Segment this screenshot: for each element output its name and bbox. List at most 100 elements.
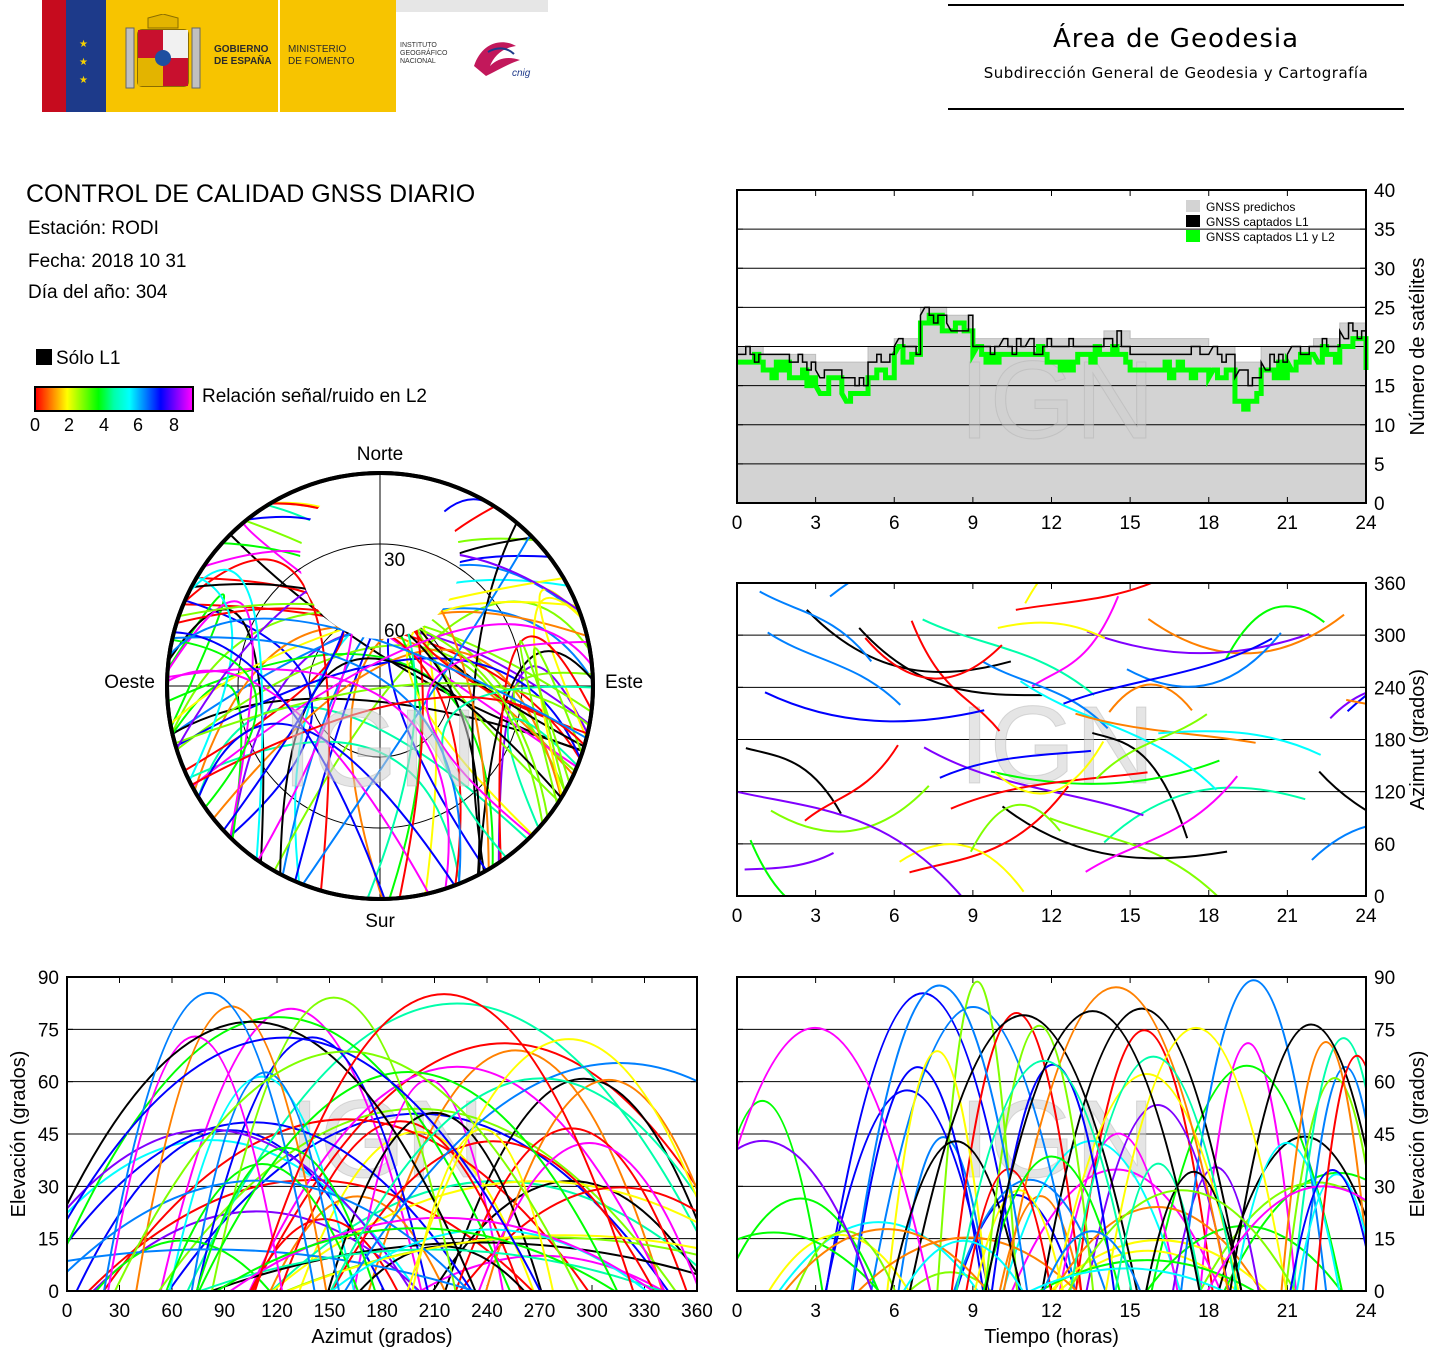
area-subtitle: Subdirección General de Geodesia y Carto… xyxy=(983,64,1369,82)
y-tick-label: 60 xyxy=(1374,835,1395,856)
x-tick-label: 24 xyxy=(1355,513,1377,534)
elevation-track xyxy=(411,1128,554,1291)
azimuth-track xyxy=(1158,730,1322,756)
azimuth-track xyxy=(745,747,842,815)
azimuth-track xyxy=(997,621,1106,640)
satellite-track xyxy=(279,657,563,875)
elevation-track xyxy=(329,1077,697,1291)
azimuth-track xyxy=(744,852,835,871)
y-tick-label: 10 xyxy=(1374,416,1395,437)
y-tick-label: 60 xyxy=(1374,1073,1395,1094)
coat-of-arms-icon xyxy=(125,14,201,89)
x-tick-label: 21 xyxy=(1277,1301,1298,1322)
elevation-track xyxy=(1206,1185,1366,1291)
x-tick-label: 21 xyxy=(1277,906,1298,927)
x-tick-label: 18 xyxy=(1198,906,1219,927)
north-label: Norte xyxy=(357,444,403,465)
elevation-track xyxy=(367,1049,664,1291)
satellite-track xyxy=(441,685,592,859)
cnig-logo-text: cnig xyxy=(512,68,531,79)
elevation-track xyxy=(1067,1189,1296,1291)
elevation-track xyxy=(331,1228,648,1291)
elevation-track xyxy=(1314,1054,1366,1291)
azimuth-track xyxy=(1086,630,1310,655)
elevation-track xyxy=(67,1179,470,1291)
x-tick-label: 21 xyxy=(1277,513,1298,534)
elevation-track xyxy=(1058,1132,1179,1291)
eu-star-icon: ★ xyxy=(79,75,88,86)
azimuth-track xyxy=(737,791,963,896)
x-tick-label: 12 xyxy=(1041,906,1062,927)
eu-star-icon: ★ xyxy=(79,39,88,50)
x-tick-label: 300 xyxy=(576,1301,608,1322)
satellite-track xyxy=(187,568,264,860)
azimuth-track xyxy=(770,785,930,833)
satellite-track xyxy=(168,617,588,739)
flag-red-stripe xyxy=(42,0,66,112)
y-tick-label: 0 xyxy=(1374,494,1385,515)
elevation-track xyxy=(477,1142,697,1291)
elevation-track xyxy=(984,1010,1201,1291)
elevation-track xyxy=(114,1050,580,1291)
azimuth-track xyxy=(1075,712,1256,744)
skyplot-horizon xyxy=(165,471,595,901)
elevation-track xyxy=(737,1027,932,1291)
series-l1-line xyxy=(737,306,1367,387)
y-tick-label: 30 xyxy=(1374,1177,1395,1198)
legend-swatch xyxy=(1186,200,1200,212)
elevation-track xyxy=(1292,1037,1366,1291)
elevation-track xyxy=(851,1066,985,1291)
legend-l1-label: Sólo L1 xyxy=(56,348,121,369)
satellite-track xyxy=(176,644,544,824)
date-label: Fecha: 2018 10 31 xyxy=(28,251,187,272)
azimuth-track xyxy=(1329,691,1366,720)
y-tick-label: 0 xyxy=(48,1282,59,1303)
satellite-track xyxy=(294,578,569,884)
satellite-track xyxy=(221,542,422,898)
elevation-track xyxy=(199,1248,662,1291)
elevation-track xyxy=(768,1234,910,1291)
elevation-track xyxy=(737,1099,824,1291)
y-axis-label: Azimut (grados) xyxy=(1407,669,1429,810)
elevation-track xyxy=(1002,1140,1182,1291)
y-tick-label: 45 xyxy=(38,1125,59,1146)
x-tick-label: 270 xyxy=(524,1301,556,1322)
x-tick-label: 3 xyxy=(810,1301,821,1322)
elevation-track xyxy=(248,1065,666,1291)
azimuth-track xyxy=(1015,583,1154,611)
ministry-name: MINISTERIO DE FOMENTO xyxy=(288,44,355,67)
elevation-track xyxy=(1104,1026,1288,1291)
azimuth-track xyxy=(923,746,1144,817)
azimuth-track xyxy=(922,618,1095,696)
azimuth-track xyxy=(982,661,1109,729)
x-tick-label: 360 xyxy=(681,1301,713,1322)
elevation-track xyxy=(211,1241,697,1291)
y-axis-label: Elevación (grados) xyxy=(8,1051,30,1218)
elevation-track xyxy=(1284,1077,1366,1291)
x-tick-label: 9 xyxy=(968,513,979,534)
azimuth-track xyxy=(1147,613,1345,655)
elevation-track xyxy=(103,991,316,1291)
elevation-time-chart: 0 15 30 45 60 75 90 0 3 6 9 12 15 18 21 24 Elevación (gr… xyxy=(732,968,1429,1348)
legend-label: GNSS captados L1 y L2 xyxy=(1206,230,1335,244)
x-axis-label: Azimut (grados) xyxy=(311,1326,452,1348)
elevation-track xyxy=(1085,1104,1230,1291)
x-tick-label: 90 xyxy=(214,1301,235,1322)
elevation-track xyxy=(902,1239,1024,1291)
elevation-track xyxy=(1114,1162,1202,1291)
elevation-track xyxy=(1069,1055,1238,1291)
elevation-track xyxy=(196,1036,429,1291)
azimuth-track xyxy=(858,627,1043,697)
y-tick-label: 240 xyxy=(1374,678,1406,699)
elevation-track xyxy=(870,1006,1076,1291)
elevation-track xyxy=(67,1121,473,1291)
x-tick-label: 3 xyxy=(810,513,821,534)
snr-tick: 2 xyxy=(64,415,75,435)
elevation-track xyxy=(406,1038,697,1291)
ign-watermark: IGN xyxy=(959,1078,1155,1201)
satellite-track xyxy=(532,647,583,793)
elevation-track xyxy=(889,1140,1023,1291)
azimuth-track xyxy=(899,843,1025,893)
elevation-track xyxy=(953,1178,1107,1291)
